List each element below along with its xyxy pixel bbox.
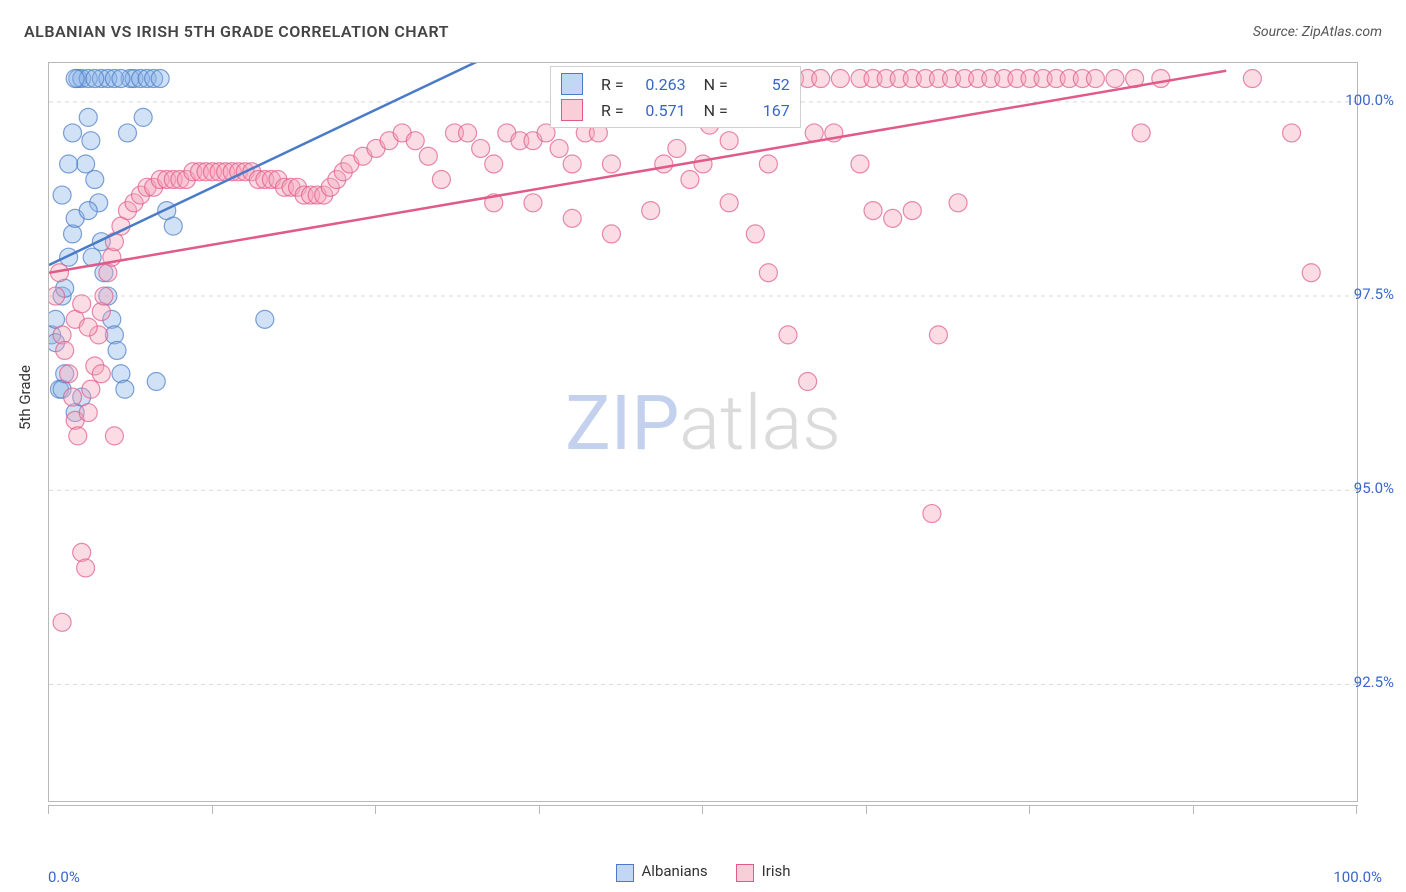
y-axis-label: 5th Grade [16, 365, 34, 430]
y-tick: 92.5% [1354, 673, 1394, 691]
legend-item: Albanians [616, 862, 708, 881]
legend-swatch [561, 99, 583, 121]
x-tick-mark [1193, 806, 1194, 814]
plot-area: ZIPatlas [48, 62, 1358, 802]
y-tick: 97.5% [1354, 285, 1394, 303]
legend-bottom: Albanians Irish [0, 852, 1406, 892]
scatter-svg [49, 63, 1357, 801]
legend-item: Irish [736, 862, 791, 881]
legend-swatch [736, 864, 754, 882]
stats-row: R =0.571N =167 [561, 97, 790, 123]
x-axis-line [48, 805, 1358, 806]
y-tick: 100.0% [1345, 91, 1394, 109]
legend-swatch [616, 864, 634, 882]
x-tick-mark [1356, 806, 1357, 814]
stats-legend-box: R =0.263N =52R =0.571N =167 [550, 66, 801, 128]
x-tick-mark [1029, 806, 1030, 814]
x-tick-mark [702, 806, 703, 814]
y-tick: 95.0% [1354, 479, 1394, 497]
source-label: Source: ZipAtlas.com [1253, 24, 1382, 40]
stats-row: R =0.263N =52 [561, 71, 790, 97]
chart-title: ALBANIAN VS IRISH 5TH GRADE CORRELATION … [24, 22, 449, 41]
x-tick-mark [48, 806, 49, 814]
x-tick-mark [375, 806, 376, 814]
x-tick-mark [539, 806, 540, 814]
legend-swatch [561, 73, 583, 95]
x-tick-mark [866, 806, 867, 814]
x-tick-mark [212, 806, 213, 814]
